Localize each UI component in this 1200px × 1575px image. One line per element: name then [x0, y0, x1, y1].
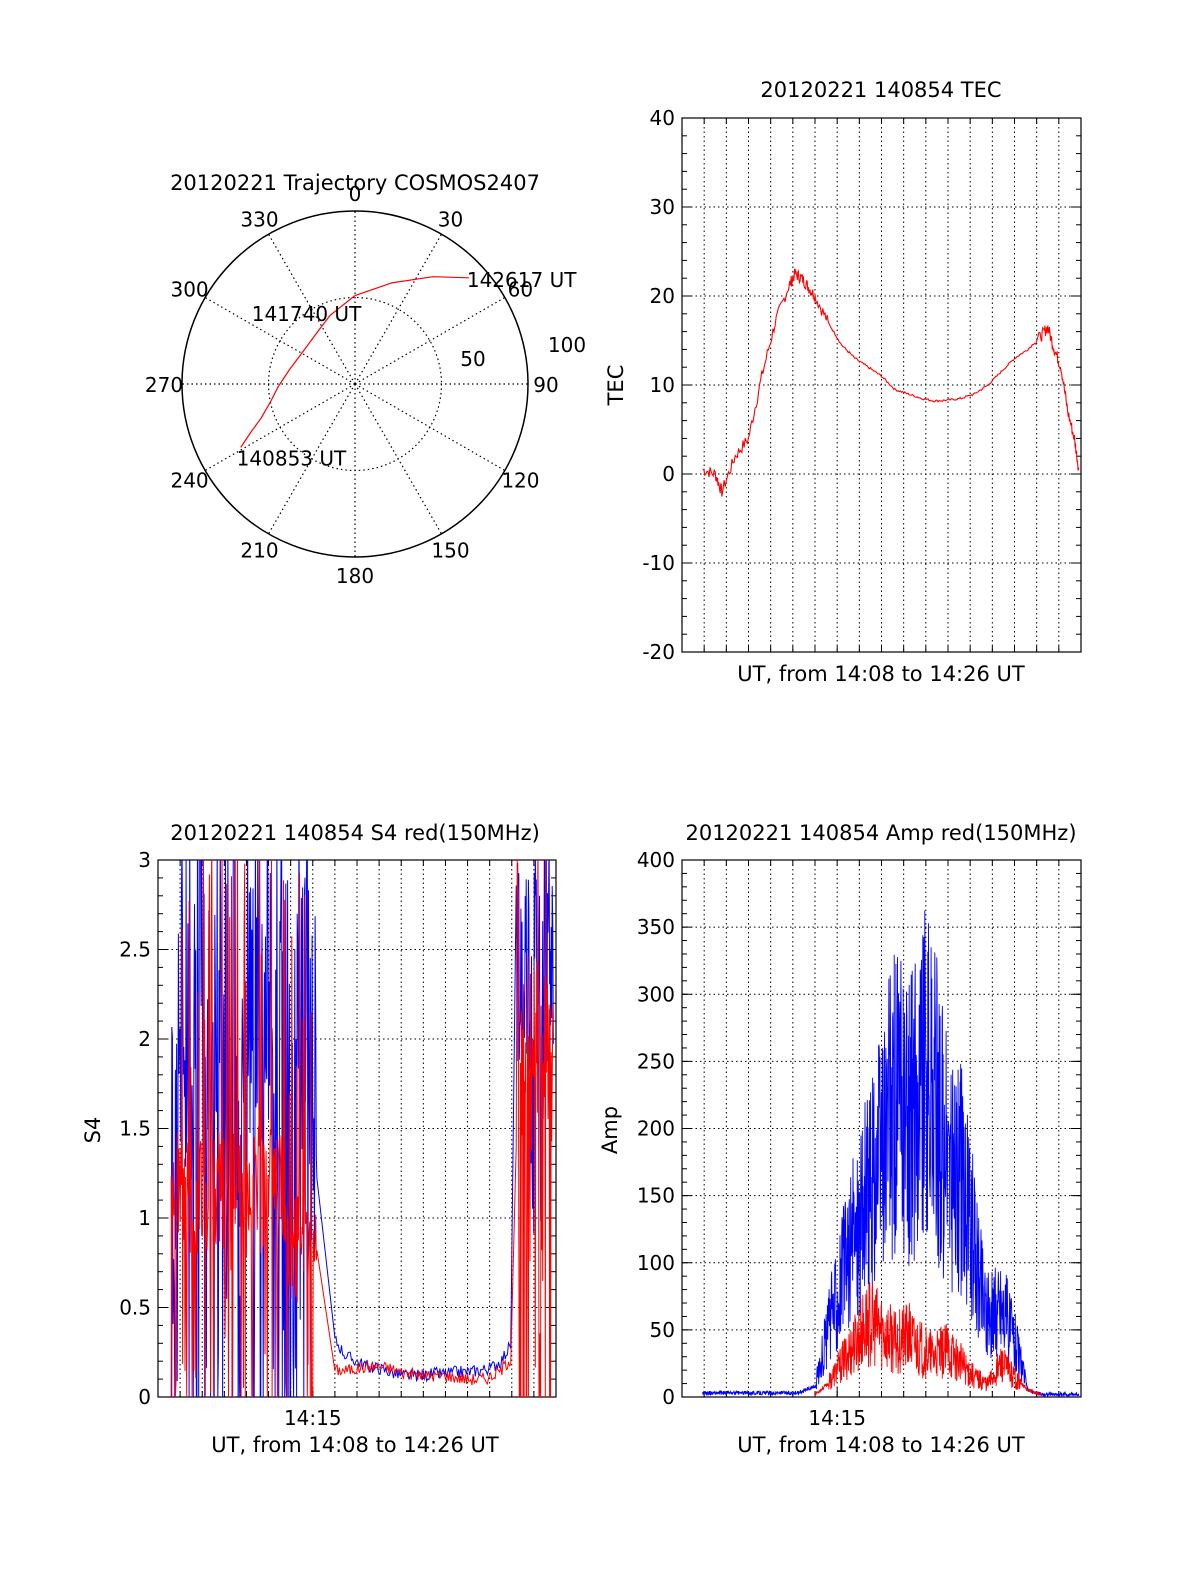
amp-ytick-label: 200	[637, 1117, 675, 1141]
s4-chart: 20120221 140854 S4 red(150MHz) UT, from …	[81, 821, 557, 1457]
trajectory-line	[240, 276, 469, 448]
trajectory-annotation: 141740 UT	[252, 302, 362, 326]
s4-series-line	[170, 860, 554, 1397]
amp-xlabel: UT, from 14:08 to 14:26 UT	[737, 1433, 1025, 1457]
polar-grid	[181, 210, 529, 558]
azimuth-label: 330	[240, 208, 278, 232]
trajectory-polar-chart: 20120221 Trajectory COSMOS2407 0 30 60 90 12…	[145, 171, 586, 588]
amp-ytick-label: 0	[662, 1385, 675, 1409]
amp-series-line	[702, 910, 1080, 1398]
radial-label: 100	[548, 333, 586, 357]
polar-spoke	[354, 383, 443, 535]
polar-spoke	[204, 296, 356, 385]
amp-ytick-label: 100	[637, 1251, 675, 1275]
tec-ytick-label: 20	[650, 284, 675, 308]
trajectory-annotation: 142617 UT	[467, 268, 577, 292]
s4-title: 20120221 140854 S4 red(150MHz)	[170, 821, 540, 845]
azimuth-label: 150	[431, 538, 469, 562]
azimuth-label: 90	[533, 373, 558, 397]
s4-frame	[157, 859, 557, 1398]
tec-ytick-label: 40	[650, 106, 675, 130]
polar-spoke	[354, 296, 506, 385]
s4-ytick-label: 0	[138, 1385, 151, 1409]
tec-series-line	[702, 268, 1080, 497]
tec-ytick-label: 30	[650, 195, 675, 219]
amp-plot-area: 0 50 100 150 200 250 300 350 400 14:15	[637, 848, 1082, 1430]
s4-ytick-label: 1.5	[119, 1117, 151, 1141]
azimuth-label: 0	[349, 182, 362, 206]
polar-outer-circle	[181, 210, 529, 558]
polar-spoke	[267, 233, 356, 385]
s4-xtick-label: 14:15	[284, 1406, 342, 1430]
polar-series	[240, 276, 469, 448]
azimuth-label: 60	[508, 278, 533, 302]
polar-spoke	[354, 383, 506, 472]
s4-series-group	[170, 860, 554, 1397]
trajectory-annotation: 140853 UT	[237, 446, 347, 470]
s4-series-line	[170, 860, 554, 1397]
tec-title: 20120221 140854 TEC	[760, 78, 1001, 102]
azimuth-label: 120	[501, 469, 539, 493]
s4-plot-area: 0 0.5 1 1.5 2 2.5 3 14:15	[119, 848, 557, 1430]
s4-ytick-label: 2	[138, 1027, 151, 1051]
s4-xlabel: UT, from 14:08 to 14:26 UT	[211, 1433, 499, 1457]
tec-xlabel: UT, from 14:08 to 14:26 UT	[737, 662, 1025, 686]
amp-title: 20120221 140854 Amp red(150MHz)	[685, 821, 1076, 845]
amp-xtick-label: 14:15	[808, 1406, 866, 1430]
s4-ytick-label: 0.5	[119, 1296, 151, 1320]
s4-ylabel: S4	[81, 1117, 105, 1144]
amp-ylabel: Amp	[598, 1106, 622, 1154]
tec-ylabel: TEC	[604, 365, 628, 407]
polar-spoke	[204, 383, 356, 472]
amp-chart: 20120221 140854 Amp red(150MHz) UT, from…	[598, 821, 1082, 1457]
amp-ytick-label: 400	[637, 848, 675, 872]
radial-label: 50	[460, 347, 485, 371]
azimuth-label: 30	[438, 208, 463, 232]
tec-ytick-label: 10	[650, 373, 675, 397]
amp-ytick-label: 150	[637, 1184, 675, 1208]
polar-title: 20120221 Trajectory COSMOS2407	[170, 171, 540, 195]
tec-ytick-label: -20	[642, 640, 675, 664]
azimuth-label: 210	[240, 538, 278, 562]
s4-ytick-label: 2.5	[119, 938, 151, 962]
polar-spoke	[267, 383, 356, 535]
azimuth-label: 180	[336, 564, 374, 588]
tec-chart: 20120221 140854 TEC UT, from 14:08 to 14…	[604, 78, 1082, 686]
polar-spoke	[354, 233, 443, 385]
s4-ytick-label: 3	[138, 848, 151, 872]
amp-frame	[681, 859, 1082, 1398]
tec-ytick-label: 0	[662, 462, 675, 486]
polar-labels: 0 30 60 90 120 150 180 210 240 270 300 330 50 100 1426…	[145, 182, 586, 588]
tec-ytick-label: -10	[642, 551, 675, 575]
amp-ytick-label: 350	[637, 915, 675, 939]
tec-plot-area: -20 -10 0 10 20 30 40	[642, 106, 1082, 664]
amp-ytick-label: 300	[637, 982, 675, 1006]
amp-ytick-label: 250	[637, 1049, 675, 1073]
azimuth-label: 270	[145, 373, 183, 397]
azimuth-label: 300	[170, 278, 208, 302]
amp-series-line	[814, 1282, 1042, 1397]
amp-ytick-label: 50	[650, 1318, 675, 1342]
azimuth-label: 240	[170, 469, 208, 493]
tec-frame	[681, 117, 1082, 653]
s4-ytick-label: 1	[138, 1206, 151, 1230]
